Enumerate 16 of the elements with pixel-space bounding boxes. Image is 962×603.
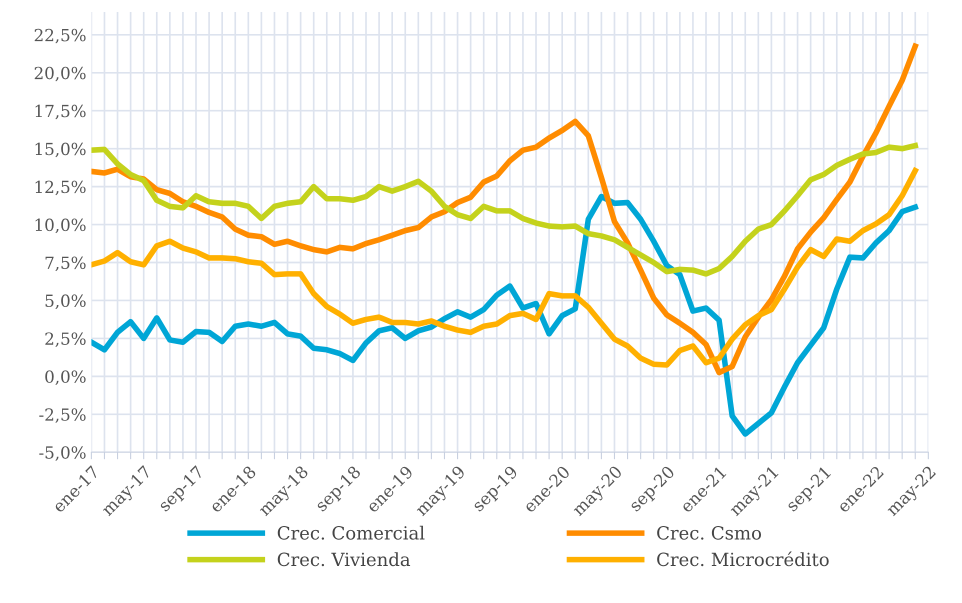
y-tick-label: 10,0% bbox=[36, 218, 86, 234]
y-tick-label: 2,5% bbox=[45, 332, 86, 348]
legend-label: Crec. Vivienda bbox=[278, 552, 410, 566]
y-tick-label: -2,5% bbox=[39, 408, 86, 423]
y-tick-label: -5,0% bbox=[39, 446, 86, 461]
legend-label: Crec. Comercial bbox=[278, 526, 424, 540]
y-tick-label: 12,5% bbox=[36, 180, 86, 196]
legend-label: Crec. Csmo bbox=[657, 526, 762, 540]
y-tick-label: 5,0% bbox=[46, 294, 86, 310]
y-tick-label: 17,5% bbox=[36, 104, 86, 120]
y-tick-label: 22,5% bbox=[34, 28, 86, 44]
y-tick-label: 0,0% bbox=[45, 370, 86, 385]
y-tick-label: 7,5% bbox=[46, 256, 86, 272]
legend-label: Crec. Microcrédito bbox=[657, 552, 829, 566]
y-tick-label: 20,0% bbox=[34, 66, 86, 82]
y-tick-label: 15,0% bbox=[36, 142, 86, 158]
